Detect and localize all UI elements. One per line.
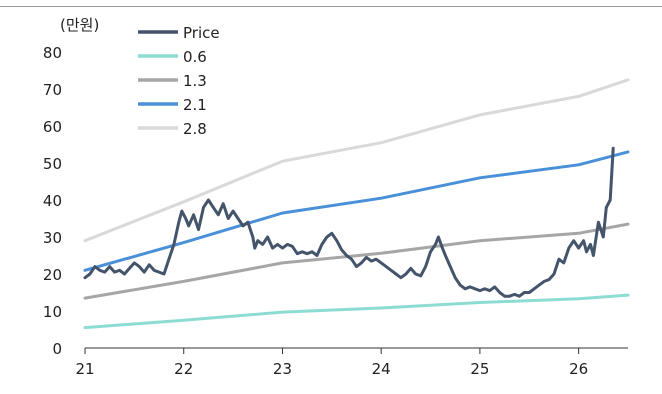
x-tick-label: 23 (273, 360, 292, 378)
y-tick-label: 10 (43, 303, 62, 321)
y-tick-label: 30 (43, 229, 62, 247)
legend-label: 0.6 (183, 48, 207, 66)
y-tick-label: 80 (43, 44, 62, 62)
legend: Price 0.6 1.3 2.1 2.8 (138, 24, 220, 138)
x-tick-label: 22 (174, 360, 193, 378)
y-axis-ticks: 0 10 20 30 40 50 60 70 80 (43, 44, 62, 358)
x-tick-label: 21 (75, 360, 94, 378)
x-tick-label: 25 (470, 360, 489, 378)
legend-label: 1.3 (183, 72, 207, 90)
y-tick-label: 70 (43, 81, 62, 99)
y-unit-label: (만원) (60, 16, 99, 34)
legend-label: 2.8 (183, 120, 207, 138)
legend-label: 2.1 (183, 96, 207, 114)
series-line-1-3 (83, 222, 630, 300)
y-tick-label: 20 (43, 266, 62, 284)
y-tick-label: 50 (43, 155, 62, 173)
series-line-price (83, 146, 615, 298)
top-rule (0, 6, 662, 7)
series-line-2-8 (83, 78, 630, 243)
y-tick-label: 0 (52, 340, 62, 358)
legend-label: Price (183, 24, 220, 42)
series-line-0-6 (83, 293, 630, 330)
x-tick-label: 24 (372, 360, 391, 378)
series-layer (83, 78, 630, 330)
x-axis-ticks: 21 22 23 24 25 26 (75, 348, 588, 378)
y-tick-label: 60 (43, 118, 62, 136)
x-tick-label: 26 (569, 360, 588, 378)
y-tick-label: 40 (43, 192, 62, 210)
series-line-2-1 (83, 150, 630, 272)
